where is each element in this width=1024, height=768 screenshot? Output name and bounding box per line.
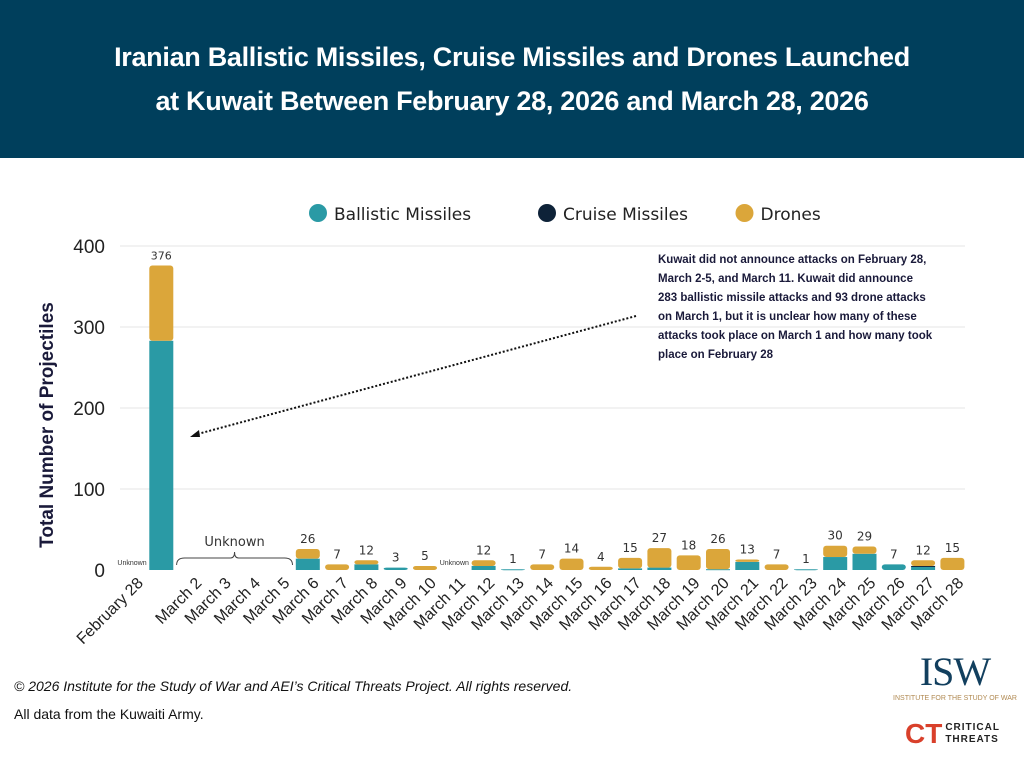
- legend-label: Cruise Missiles: [563, 205, 688, 225]
- data-label: 14: [564, 542, 579, 556]
- y-tick-label: 100: [73, 480, 105, 501]
- data-label: 12: [476, 543, 491, 557]
- annotation-note: Kuwait did not announce attacks on Febru…: [658, 254, 933, 361]
- data-label: 27: [652, 531, 667, 545]
- bar-segment: [911, 560, 936, 566]
- bar-segment: [500, 569, 525, 571]
- bar-segment: [940, 557, 965, 570]
- data-label: 7: [773, 547, 781, 561]
- data-label: 29: [857, 530, 872, 544]
- data-label: 18: [681, 538, 696, 552]
- bar-segment: [764, 564, 789, 570]
- data-label: 3: [392, 551, 400, 565]
- bar-segment: [325, 564, 350, 570]
- bar-segment: [647, 548, 672, 568]
- data-label: 5: [421, 549, 429, 563]
- legend-marker: [538, 204, 556, 222]
- data-label: 7: [333, 547, 341, 561]
- bar-segment: [149, 265, 174, 341]
- unknown-brace: [176, 551, 293, 566]
- data-label: 26: [710, 532, 725, 546]
- bar-segment: [911, 565, 936, 567]
- annotation-arrow: [193, 315, 637, 436]
- bar-segment: [559, 558, 584, 570]
- bar-segment: [295, 558, 320, 570]
- legend-marker: [735, 204, 754, 222]
- isw-logo: ISW INSTITUTE FOR THE STUDY OF WAR: [893, 649, 1017, 703]
- bar-segment: [295, 548, 320, 559]
- bar-segment: [383, 567, 408, 570]
- bar-segment: [413, 565, 437, 570]
- unknown-label: Unknown: [440, 560, 469, 567]
- data-label: 15: [622, 541, 637, 555]
- bar-segment: [647, 567, 672, 570]
- bar-segment: [149, 340, 174, 570]
- y-tick-label: 400: [73, 237, 105, 258]
- chart-title: Iranian Ballistic Missiles, Cruise Missi…: [0, 0, 1024, 158]
- bar-segment: [852, 546, 877, 554]
- y-tick-label: 0: [94, 561, 105, 582]
- legend-label: Drones: [761, 205, 821, 225]
- data-label: 30: [828, 529, 843, 543]
- bar-segment: [793, 569, 818, 571]
- arrow-head: [190, 430, 200, 437]
- copyright-text: © 2026 Institute for the Study of War an…: [14, 678, 573, 694]
- data-label: 12: [359, 543, 374, 557]
- bar-segment: [881, 564, 906, 570]
- bar-segment: [823, 545, 848, 558]
- data-label: 13: [740, 542, 755, 556]
- y-axis-label: Total Number of Projectiles: [37, 302, 58, 548]
- data-label: 7: [890, 547, 898, 561]
- data-label: 12: [915, 543, 930, 557]
- bar-segment: [530, 564, 555, 570]
- source-text: All data from the Kuwaiti Army.: [14, 706, 204, 722]
- bar-segment: [618, 557, 643, 569]
- bar-segment: [823, 557, 848, 570]
- bar-segment: [852, 553, 877, 570]
- bar-segment: [618, 568, 643, 570]
- bar-chart: 0 100 200 300 400 Total Number of Projectiles…: [37, 204, 967, 648]
- bar-segment: [706, 569, 730, 571]
- bar-segment: [471, 565, 496, 570]
- y-tick-label: 300: [73, 318, 105, 339]
- bar-segment: [676, 555, 701, 570]
- bar-segment: [735, 561, 760, 570]
- critical-threats-logo: CT CRITICAL THREATS: [905, 718, 1000, 749]
- unknown-label: Unknown: [204, 535, 264, 550]
- bar-segment: [588, 566, 613, 570]
- data-label: 7: [538, 547, 546, 561]
- bar-segment: [354, 564, 379, 570]
- unknown-label: Unknown: [117, 560, 146, 567]
- bar-segment: [706, 548, 730, 570]
- data-label: 1: [802, 552, 810, 566]
- bar-segment: [354, 560, 379, 565]
- title-line-1: Iranian Ballistic Missiles, Cruise Missi…: [114, 42, 910, 72]
- bar-segment: [471, 560, 496, 566]
- y-tick-label: 200: [73, 399, 105, 420]
- bar-segment: [911, 566, 936, 570]
- data-label: 26: [300, 532, 315, 546]
- title-line-2: at Kuwait Between February 28, 2026 and …: [155, 86, 869, 116]
- x-tick-label: February 28: [74, 575, 147, 648]
- data-label: 1: [509, 552, 517, 566]
- legend-marker: [309, 204, 327, 222]
- data-label: 15: [945, 541, 960, 555]
- bar-segment: [735, 559, 760, 562]
- data-label: 376: [151, 249, 172, 262]
- legend-label: Ballistic Missiles: [334, 205, 471, 225]
- data-label: 4: [597, 550, 605, 564]
